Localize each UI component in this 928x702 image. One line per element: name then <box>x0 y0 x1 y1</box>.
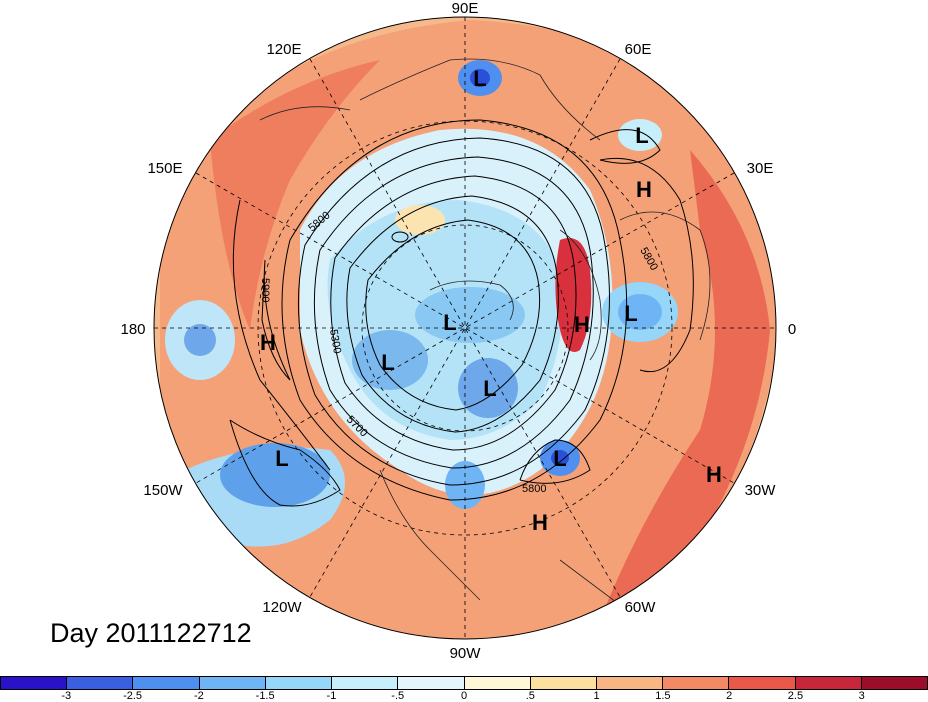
contour-label: 5900 <box>259 278 271 302</box>
anomaly-field <box>154 17 776 639</box>
lon-label-0: 0 <box>788 321 796 338</box>
high-marker: H <box>636 177 652 202</box>
colorbar-box <box>133 677 200 689</box>
low-marker: L <box>624 301 637 326</box>
colorbar-box <box>530 677 597 689</box>
lon-label-90w: 90W <box>450 645 482 662</box>
colorbar-tick-label: 0 <box>460 690 468 702</box>
polar-map: 90E 60E 30E 0 30W 60W 90W 120W 150W 180 … <box>120 0 796 662</box>
colorbar-box <box>464 677 531 689</box>
height-contours <box>229 119 694 507</box>
colorbar-tick-label: -.5 <box>391 690 405 702</box>
lon-label-60e: 60E <box>625 41 652 58</box>
longitude-labels: 90E 60E 30E 0 30W 60W 90W 120W 150W 180 … <box>120 0 796 662</box>
low-marker: L <box>553 446 566 471</box>
lon-label-30w: 30W <box>745 482 777 499</box>
colorbar-box <box>332 677 399 689</box>
colorbar-box <box>861 677 928 689</box>
lon-label-30e: 30E <box>747 160 774 177</box>
low-marker: L <box>483 376 496 401</box>
colorbar-box <box>199 677 266 689</box>
low-marker: L <box>381 350 394 375</box>
colorbar-tick-label: -3 <box>61 690 72 702</box>
low-marker: L <box>473 66 486 91</box>
colorbar-tick-label: 3 <box>858 690 865 702</box>
colorbar-box <box>398 677 465 689</box>
pressure-systems: L L H L H L L L H L H H L <box>260 66 722 535</box>
colorbar-box <box>265 677 333 689</box>
colorbar-tick-label: 1 <box>593 690 600 702</box>
colorbar-tick-label: -2 <box>193 690 204 702</box>
colorbar <box>0 676 928 690</box>
high-marker: H <box>574 312 590 337</box>
colorbar-tick-label: -1.5 <box>255 690 275 702</box>
colorbar-tick-label: 2.5 <box>787 690 804 702</box>
colorbar-tick-label: -1 <box>326 690 337 702</box>
low-marker: L <box>275 446 288 471</box>
contour-label: 5300 <box>327 328 343 354</box>
low-marker: L <box>443 310 456 335</box>
lon-label-150w: 150W <box>143 482 183 499</box>
lon-label-120w: 120W <box>262 599 302 616</box>
colorbar-box <box>663 677 730 689</box>
colorbar-tick-label: 2 <box>726 690 733 702</box>
colorbar-tick-label: .5 <box>525 690 535 702</box>
colorbar-tick-label: -2.5 <box>123 690 143 702</box>
lon-label-90e: 90E <box>452 0 479 17</box>
contour-label: 5800 <box>522 483 546 495</box>
lon-label-120e: 120E <box>266 41 301 58</box>
high-marker: H <box>260 330 276 355</box>
colorbar-ticks: -3 -2.5 -2 -1.5 -1 -.5 0 .5 1 1.5 2 2.5 3 <box>0 690 928 702</box>
lon-label-150e: 150E <box>147 160 182 177</box>
lon-label-60w: 60W <box>625 599 657 616</box>
colorbar-box <box>67 677 134 689</box>
colorbar-box <box>1 677 68 689</box>
day-label: Day 2011122712 <box>50 618 252 648</box>
high-marker: H <box>532 510 548 535</box>
colorbar-tick-label: 1.5 <box>655 690 671 702</box>
high-marker: H <box>706 462 722 487</box>
low-marker: L <box>635 123 648 148</box>
colorbar-box <box>795 677 862 689</box>
colorbar-box <box>729 677 796 689</box>
colorbar-box <box>596 677 664 689</box>
lon-label-180: 180 <box>120 321 145 338</box>
